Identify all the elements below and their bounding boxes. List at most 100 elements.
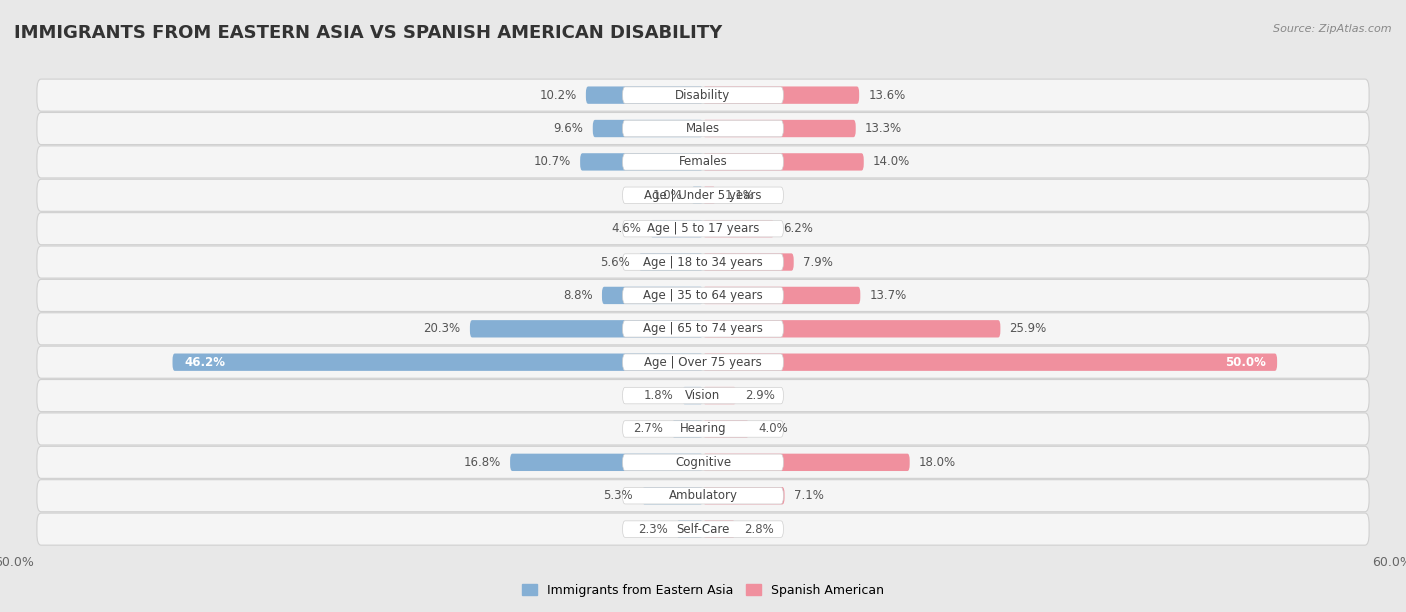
- FancyBboxPatch shape: [37, 113, 1369, 144]
- FancyBboxPatch shape: [623, 521, 783, 537]
- FancyBboxPatch shape: [623, 220, 783, 237]
- Text: 7.9%: 7.9%: [803, 256, 832, 269]
- Text: 50.0%: 50.0%: [1225, 356, 1265, 368]
- FancyBboxPatch shape: [623, 287, 783, 304]
- FancyBboxPatch shape: [703, 420, 749, 438]
- FancyBboxPatch shape: [623, 187, 783, 204]
- FancyBboxPatch shape: [682, 387, 703, 405]
- FancyBboxPatch shape: [37, 212, 1369, 245]
- Text: 2.9%: 2.9%: [745, 389, 775, 402]
- Text: Vision: Vision: [685, 389, 721, 402]
- FancyBboxPatch shape: [37, 346, 1369, 378]
- FancyBboxPatch shape: [581, 153, 703, 171]
- FancyBboxPatch shape: [37, 480, 1369, 512]
- FancyBboxPatch shape: [37, 79, 1369, 111]
- FancyBboxPatch shape: [37, 179, 1369, 211]
- Text: 7.1%: 7.1%: [794, 489, 824, 502]
- Text: 2.7%: 2.7%: [633, 422, 662, 436]
- FancyBboxPatch shape: [37, 246, 1369, 278]
- FancyBboxPatch shape: [623, 154, 783, 170]
- Text: 4.6%: 4.6%: [612, 222, 641, 235]
- Text: 13.6%: 13.6%: [869, 89, 905, 102]
- Text: 8.8%: 8.8%: [564, 289, 593, 302]
- FancyBboxPatch shape: [703, 187, 716, 204]
- FancyBboxPatch shape: [623, 254, 783, 271]
- Text: 18.0%: 18.0%: [920, 456, 956, 469]
- FancyBboxPatch shape: [703, 86, 859, 104]
- FancyBboxPatch shape: [703, 320, 1001, 337]
- FancyBboxPatch shape: [703, 520, 735, 538]
- Text: 9.6%: 9.6%: [554, 122, 583, 135]
- FancyBboxPatch shape: [703, 354, 1277, 371]
- FancyBboxPatch shape: [703, 387, 737, 405]
- FancyBboxPatch shape: [37, 446, 1369, 479]
- FancyBboxPatch shape: [37, 379, 1369, 412]
- FancyBboxPatch shape: [692, 187, 703, 204]
- Text: 10.7%: 10.7%: [534, 155, 571, 168]
- FancyBboxPatch shape: [703, 153, 863, 171]
- FancyBboxPatch shape: [703, 287, 860, 304]
- Text: Age | 65 to 74 years: Age | 65 to 74 years: [643, 323, 763, 335]
- FancyBboxPatch shape: [703, 253, 794, 271]
- FancyBboxPatch shape: [623, 87, 783, 103]
- Text: Males: Males: [686, 122, 720, 135]
- Text: 10.2%: 10.2%: [540, 89, 576, 102]
- Text: 16.8%: 16.8%: [464, 456, 501, 469]
- FancyBboxPatch shape: [623, 420, 783, 437]
- Text: 46.2%: 46.2%: [184, 356, 225, 368]
- Text: Ambulatory: Ambulatory: [668, 489, 738, 502]
- Text: Females: Females: [679, 155, 727, 168]
- FancyBboxPatch shape: [623, 354, 783, 370]
- Text: Age | Under 5 years: Age | Under 5 years: [644, 188, 762, 202]
- FancyBboxPatch shape: [623, 488, 783, 504]
- Text: 25.9%: 25.9%: [1010, 323, 1047, 335]
- Text: 6.2%: 6.2%: [783, 222, 813, 235]
- Text: 5.3%: 5.3%: [603, 489, 633, 502]
- Text: 20.3%: 20.3%: [423, 323, 461, 335]
- FancyBboxPatch shape: [623, 454, 783, 471]
- Text: 1.8%: 1.8%: [644, 389, 673, 402]
- FancyBboxPatch shape: [638, 253, 703, 271]
- FancyBboxPatch shape: [672, 420, 703, 438]
- Text: 14.0%: 14.0%: [873, 155, 910, 168]
- Text: Age | 35 to 64 years: Age | 35 to 64 years: [643, 289, 763, 302]
- FancyBboxPatch shape: [37, 313, 1369, 345]
- FancyBboxPatch shape: [703, 487, 785, 504]
- Text: Self-Care: Self-Care: [676, 523, 730, 536]
- Text: Age | 5 to 17 years: Age | 5 to 17 years: [647, 222, 759, 235]
- Text: Age | 18 to 34 years: Age | 18 to 34 years: [643, 256, 763, 269]
- Legend: Immigrants from Eastern Asia, Spanish American: Immigrants from Eastern Asia, Spanish Am…: [517, 579, 889, 602]
- Text: Disability: Disability: [675, 89, 731, 102]
- Text: 5.6%: 5.6%: [600, 256, 630, 269]
- FancyBboxPatch shape: [643, 487, 703, 504]
- FancyBboxPatch shape: [623, 321, 783, 337]
- Text: Hearing: Hearing: [679, 422, 727, 436]
- FancyBboxPatch shape: [37, 513, 1369, 545]
- Text: 2.8%: 2.8%: [744, 523, 775, 536]
- FancyBboxPatch shape: [37, 413, 1369, 445]
- FancyBboxPatch shape: [703, 220, 775, 237]
- Text: 1.1%: 1.1%: [725, 188, 755, 202]
- Text: Source: ZipAtlas.com: Source: ZipAtlas.com: [1274, 24, 1392, 34]
- Text: Cognitive: Cognitive: [675, 456, 731, 469]
- Text: 2.3%: 2.3%: [638, 523, 668, 536]
- FancyBboxPatch shape: [173, 354, 703, 371]
- FancyBboxPatch shape: [623, 387, 783, 404]
- Text: 4.0%: 4.0%: [758, 422, 787, 436]
- FancyBboxPatch shape: [593, 120, 703, 137]
- FancyBboxPatch shape: [703, 120, 856, 137]
- Text: IMMIGRANTS FROM EASTERN ASIA VS SPANISH AMERICAN DISABILITY: IMMIGRANTS FROM EASTERN ASIA VS SPANISH …: [14, 24, 723, 42]
- Text: Age | Over 75 years: Age | Over 75 years: [644, 356, 762, 368]
- Text: 13.3%: 13.3%: [865, 122, 903, 135]
- FancyBboxPatch shape: [602, 287, 703, 304]
- FancyBboxPatch shape: [650, 220, 703, 237]
- FancyBboxPatch shape: [470, 320, 703, 337]
- FancyBboxPatch shape: [676, 520, 703, 538]
- FancyBboxPatch shape: [586, 86, 703, 104]
- FancyBboxPatch shape: [37, 146, 1369, 178]
- FancyBboxPatch shape: [37, 280, 1369, 312]
- FancyBboxPatch shape: [510, 453, 703, 471]
- FancyBboxPatch shape: [623, 121, 783, 136]
- Text: 1.0%: 1.0%: [652, 188, 682, 202]
- Text: 13.7%: 13.7%: [869, 289, 907, 302]
